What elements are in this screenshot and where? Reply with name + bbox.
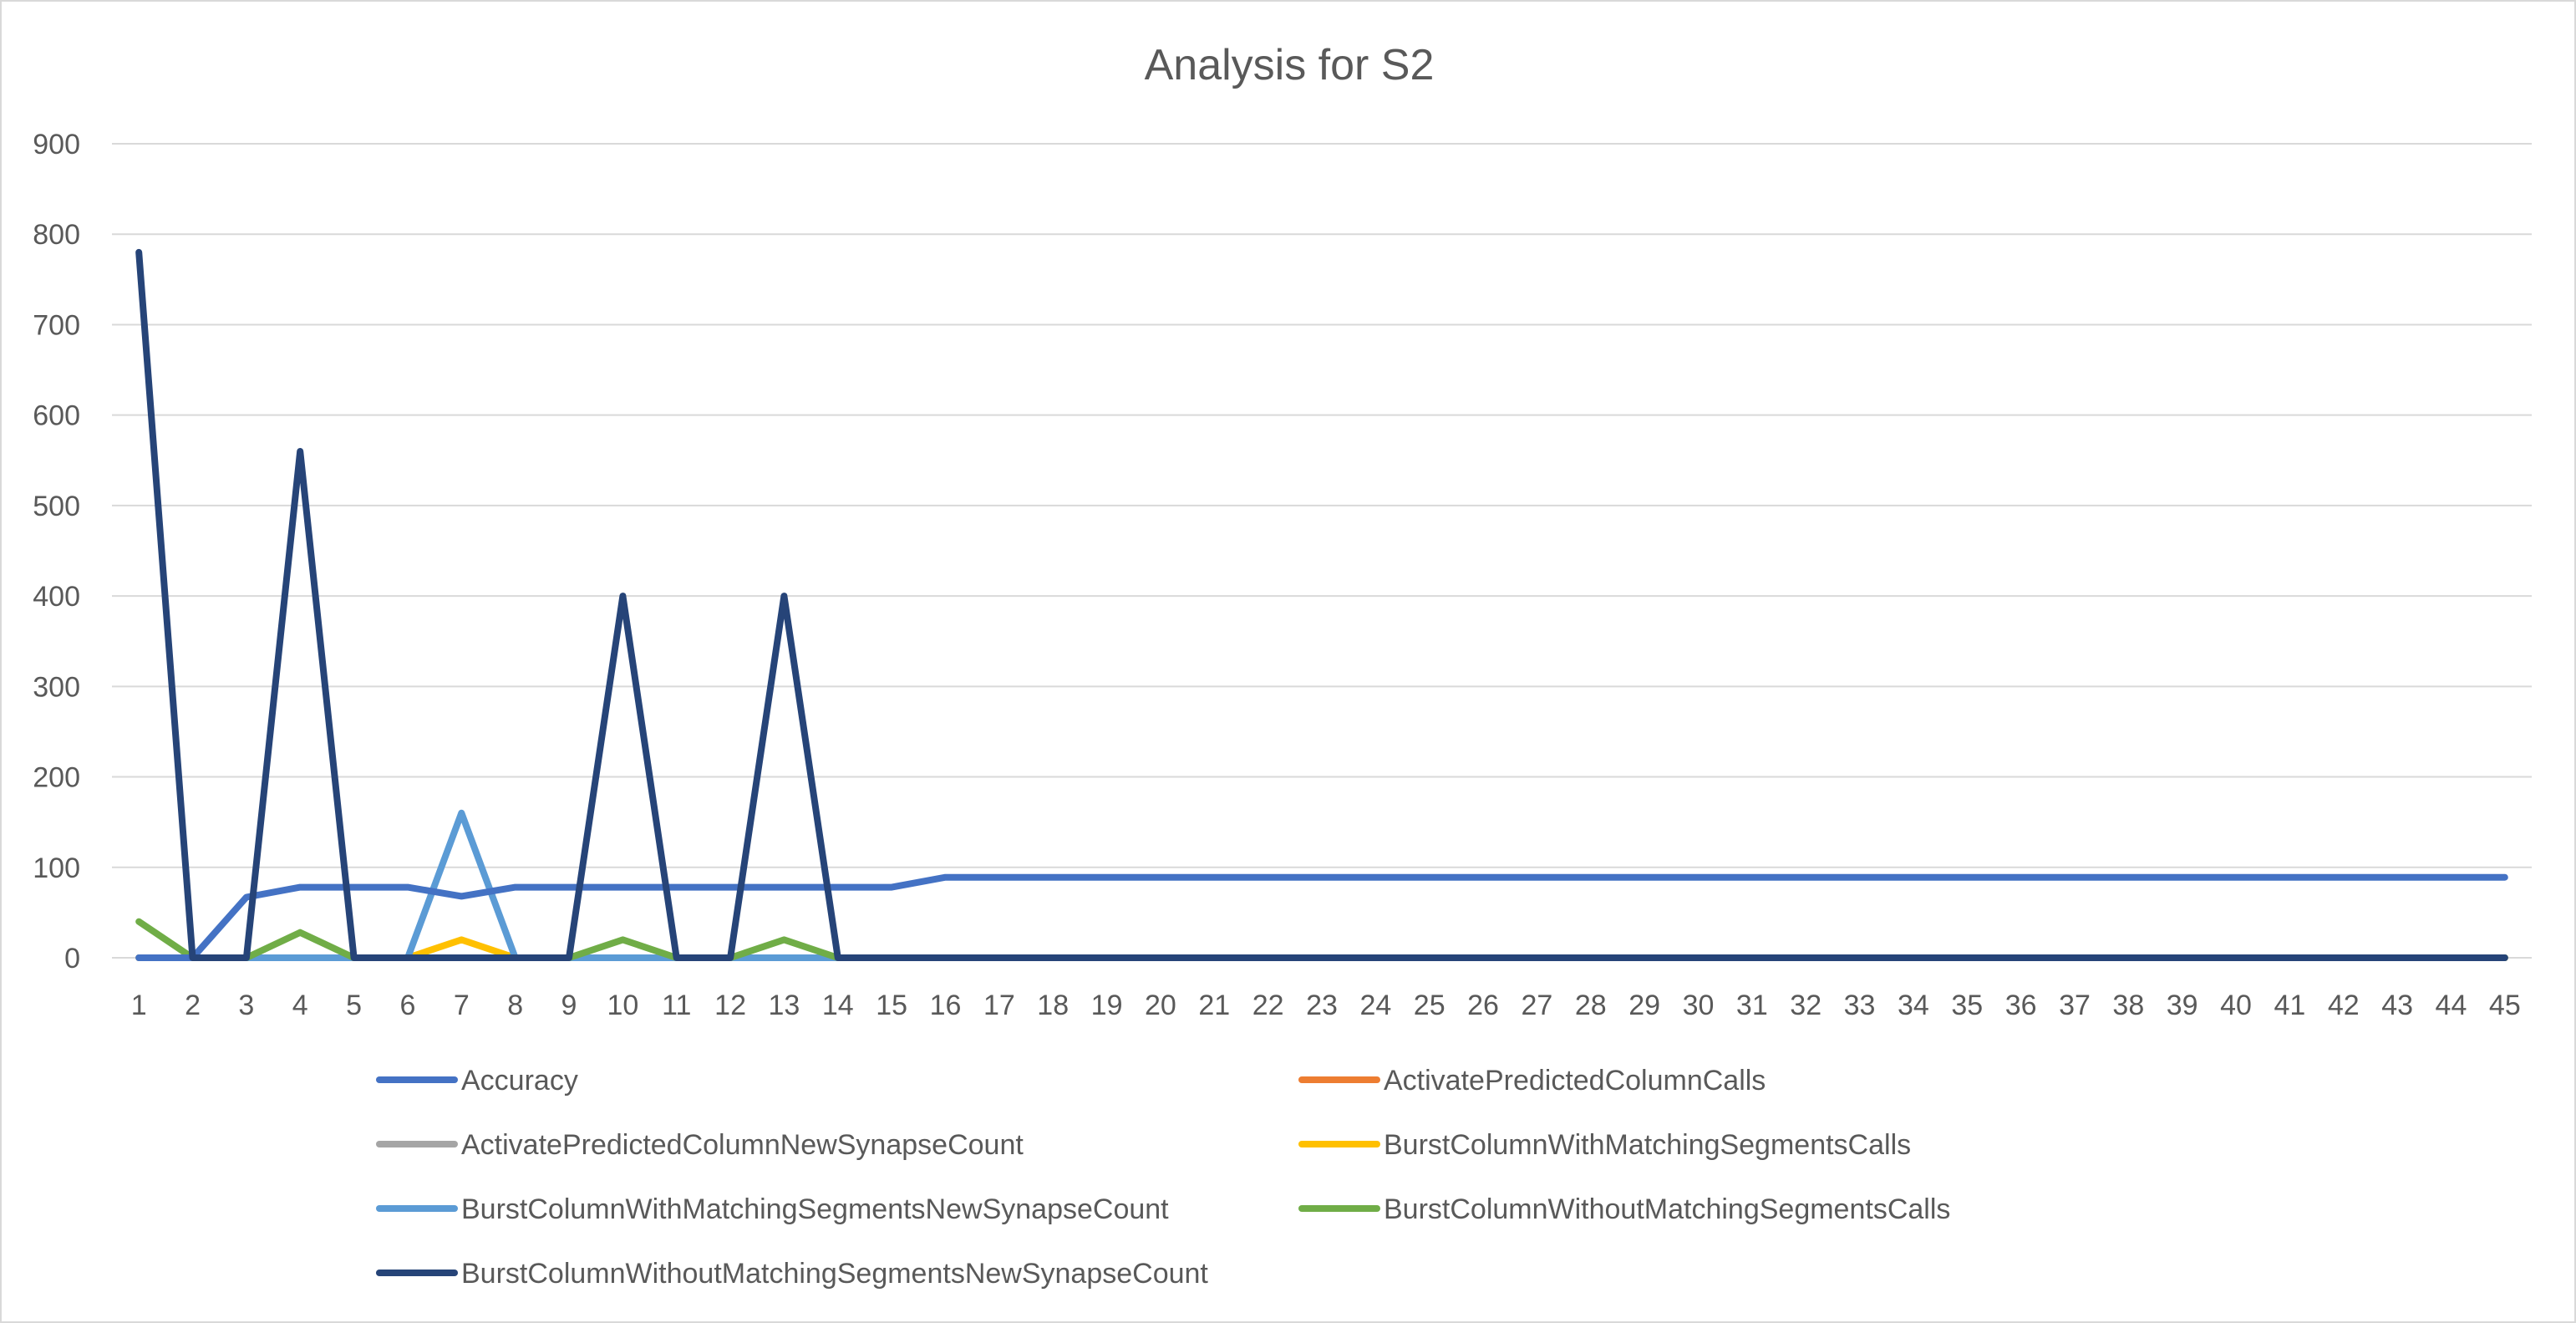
legend-label: BurstColumnWithoutMatchingSegmentsCalls: [1384, 1193, 1950, 1225]
x-tick-label: 19: [1091, 990, 1123, 1021]
x-tick-label: 22: [1252, 990, 1284, 1021]
gridlines: [112, 143, 2532, 959]
x-tick-label: 8: [507, 990, 523, 1021]
x-tick-label: 16: [930, 990, 962, 1021]
x-tick-label: 3: [238, 990, 254, 1021]
legend-label: Accuracy: [461, 1065, 578, 1097]
x-tick-label: 24: [1359, 990, 1391, 1021]
y-tick-label: 900: [33, 129, 80, 160]
x-tick-label: 39: [2167, 990, 2198, 1021]
x-tick-label: 7: [454, 990, 470, 1021]
series-line-1: [135, 873, 2508, 961]
x-tick-label: 11: [662, 990, 691, 1021]
x-tick-label: 2: [185, 990, 201, 1021]
y-tick-label: 700: [33, 309, 80, 341]
x-tick-label: 28: [1575, 990, 1607, 1021]
y-axis-tick-labels: 0 100 200 300 400 500 600 700 800 900: [33, 129, 80, 974]
y-tick-label: 200: [33, 762, 80, 794]
x-tick-label: 33: [1844, 990, 1876, 1021]
legend-label: BurstColumnWithoutMatchingSegmentsNewSyn…: [461, 1258, 1208, 1290]
y-tick-label: 600: [33, 400, 80, 432]
x-tick-label: 15: [876, 990, 907, 1021]
x-tick-label: 14: [822, 990, 854, 1021]
x-tick-label: 38: [2112, 990, 2144, 1021]
y-tick-label: 800: [33, 219, 80, 251]
y-tick-label: 100: [33, 852, 80, 884]
x-tick-label: 10: [607, 990, 638, 1021]
x-tick-label: 42: [2328, 990, 2360, 1021]
x-tick-label: 12: [714, 990, 746, 1021]
x-tick-label: 5: [346, 990, 362, 1021]
legend: Accuracy ActivatePredictedColumnCalls Acti…: [376, 1065, 1950, 1290]
series-line-5: [135, 809, 2508, 961]
x-tick-label: 34: [1898, 990, 1929, 1021]
legend-label: ActivatePredictedColumnCalls: [1384, 1065, 1766, 1097]
y-tick-label: 500: [33, 491, 80, 522]
y-tick-label: 0: [64, 943, 80, 974]
x-tick-label: 1: [131, 990, 147, 1021]
y-tick-label: 400: [33, 581, 80, 613]
x-tick-label: 13: [769, 990, 800, 1021]
x-tick-label: 31: [1736, 990, 1768, 1021]
series-lines: [135, 248, 2508, 961]
x-tick-label: 25: [1414, 990, 1446, 1021]
series-line-7: [135, 248, 2508, 961]
chart-title: Analysis for S2: [1145, 41, 1435, 89]
x-tick-label: 21: [1198, 990, 1230, 1021]
x-tick-label: 45: [2489, 990, 2521, 1021]
legend-label: BurstColumnWithMatchingSegmentsCalls: [1384, 1129, 1911, 1161]
x-tick-label: 40: [2220, 990, 2252, 1021]
y-tick-label: 300: [33, 671, 80, 703]
x-tick-label: 26: [1467, 990, 1499, 1021]
legend-label: BurstColumnWithMatchingSegmentsNewSynaps…: [461, 1193, 1169, 1225]
legend-label: ActivatePredictedColumnNewSynapseCount: [461, 1129, 1024, 1161]
x-tick-label: 43: [2381, 990, 2413, 1021]
x-tick-label: 32: [1790, 990, 1821, 1021]
x-tick-label: 35: [1951, 990, 1983, 1021]
x-tick-label: 17: [983, 990, 1015, 1021]
x-tick-label: 29: [1628, 990, 1660, 1021]
x-tick-label: 36: [2005, 990, 2037, 1021]
x-tick-label: 37: [2059, 990, 2091, 1021]
x-tick-label: 30: [1683, 990, 1715, 1021]
x-tick-label: 18: [1037, 990, 1069, 1021]
x-tick-label: 44: [2436, 990, 2467, 1021]
x-tick-label: 23: [1306, 990, 1338, 1021]
x-tick-label: 20: [1145, 990, 1176, 1021]
x-tick-label: 6: [399, 990, 415, 1021]
x-tick-label: 4: [292, 990, 308, 1021]
x-tick-label: 27: [1522, 990, 1553, 1021]
x-tick-label: 9: [561, 990, 577, 1021]
x-axis-tick-labels: 1 2 3 4 5 6 7 8 9 10 11 12 13 14 15 16 17 18 19 20 21 22 23 24 2…: [131, 990, 2521, 1021]
x-tick-label: 41: [2274, 990, 2305, 1021]
